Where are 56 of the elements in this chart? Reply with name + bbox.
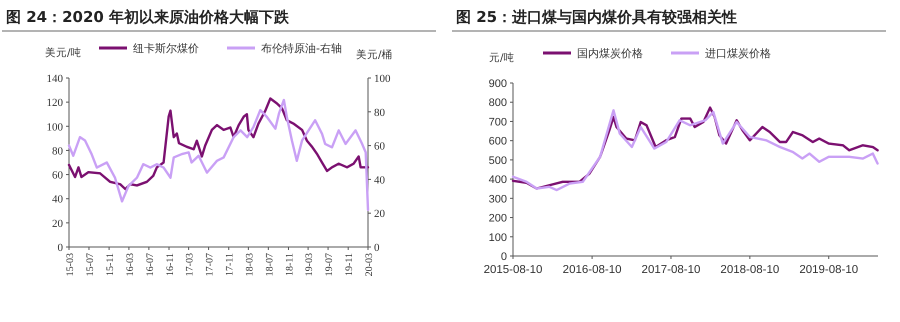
x-tick-label: 16-07 bbox=[144, 253, 156, 276]
chart-title: 图 24：2020 年初以来原油价格大幅下跌 bbox=[6, 8, 290, 26]
x-tick-label: 19-11 bbox=[344, 253, 356, 276]
y-tick-label: 300 bbox=[488, 193, 507, 206]
x-tick-label: 2018-08-10 bbox=[720, 264, 780, 276]
y-tick-label: 0 bbox=[58, 242, 64, 254]
y2-tick-label: 0 bbox=[374, 242, 380, 254]
legend-label: 纽卡斯尔煤价 bbox=[133, 42, 199, 55]
x-tick-label: 17-07 bbox=[204, 253, 216, 276]
x-tick-label: 15-11 bbox=[105, 253, 116, 276]
y-tick-label: 100 bbox=[488, 232, 507, 244]
y-tick-label: 900 bbox=[488, 78, 507, 90]
y-tick-label: 700 bbox=[488, 116, 507, 128]
y-tick-label: 20 bbox=[52, 218, 64, 230]
legend-label: 进口煤炭价格 bbox=[705, 47, 771, 60]
y-tick-label: 600 bbox=[488, 136, 507, 148]
x-tick-label: 16-11 bbox=[164, 253, 176, 276]
x-tick-label: 2019-08-10 bbox=[799, 264, 858, 276]
y-tick-label: 140 bbox=[46, 73, 64, 85]
legend-label: 布伦特原油-右轴 bbox=[261, 42, 342, 55]
y2-tick-label: 100 bbox=[374, 73, 391, 85]
x-tick-label: 17-03 bbox=[184, 253, 196, 276]
x-tick-label: 15-07 bbox=[84, 253, 96, 276]
y2-tick-label: 20 bbox=[374, 208, 386, 220]
y2-tick-label: 40 bbox=[374, 174, 386, 186]
x-tick-label: 2017-08-10 bbox=[642, 264, 700, 276]
x-tick-label: 20-03 bbox=[364, 253, 375, 276]
y-tick-label: 200 bbox=[488, 212, 507, 225]
x-tick-label: 2016-08-10 bbox=[562, 264, 622, 276]
line-series bbox=[68, 98, 370, 212]
x-tick-label: 2015-08-10 bbox=[484, 264, 542, 276]
chart-title: 图 25：进口煤与国内煤价具有较强相关性 bbox=[456, 8, 738, 26]
y-tick-label: 500 bbox=[488, 154, 507, 167]
x-tick-label: 19-07 bbox=[324, 253, 336, 276]
y-tick-label: 100 bbox=[46, 121, 64, 134]
y-tick-label: 40 bbox=[52, 194, 64, 206]
x-tick-label: 18-03 bbox=[244, 253, 256, 276]
x-tick-label: 15-03 bbox=[65, 253, 76, 276]
x-tick-label: 19-03 bbox=[304, 253, 316, 276]
y2-tick-label: 60 bbox=[374, 140, 386, 153]
x-tick-label: 17-11 bbox=[224, 253, 236, 276]
y-tick-label: 120 bbox=[46, 97, 64, 110]
x-tick-label: 18-11 bbox=[284, 253, 296, 276]
y-tick-label: 60 bbox=[52, 170, 64, 182]
legend-label: 国内煤炭价格 bbox=[577, 47, 643, 60]
y2-tick-label: 80 bbox=[374, 106, 386, 119]
y-tick-label: 80 bbox=[52, 145, 64, 158]
x-tick-label: 16-03 bbox=[124, 253, 136, 276]
y-tick-label: 800 bbox=[488, 97, 507, 110]
y-axis-title: 元/吨 bbox=[489, 51, 515, 64]
y2-axis-title: 美元/桶 bbox=[356, 48, 393, 61]
y-axis-title: 美元/吨 bbox=[45, 46, 82, 59]
x-tick-label: 18-07 bbox=[264, 253, 276, 276]
y-tick-label: 0 bbox=[500, 251, 507, 263]
y-tick-label: 400 bbox=[488, 174, 507, 186]
line-series bbox=[68, 97, 370, 190]
